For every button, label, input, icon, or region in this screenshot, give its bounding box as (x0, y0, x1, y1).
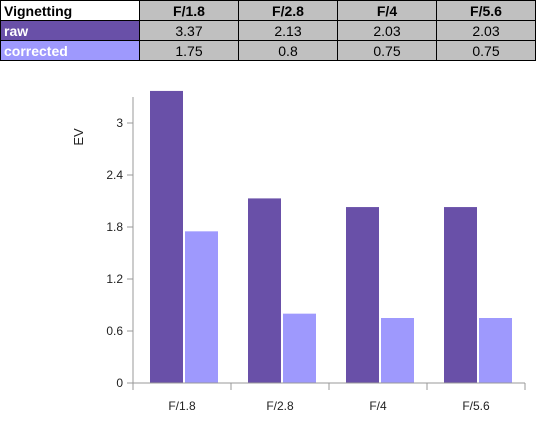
x-tick-label: F/1.8 (168, 399, 196, 413)
bar-raw[interactable] (150, 90, 183, 383)
y-tick-label: 1.2 (106, 272, 123, 286)
table-cell[interactable]: 1.75 (139, 40, 239, 61)
bar-raw[interactable] (444, 207, 477, 383)
bar-raw[interactable] (248, 198, 281, 383)
data-table: Vignetting F/1.8 F/2.8 F/4 F/5.6 raw 3.3… (0, 0, 536, 61)
table-row-corrected: corrected 1.75 0.8 0.75 0.75 (0, 40, 536, 61)
bar-raw[interactable] (346, 207, 379, 383)
column-header[interactable]: F/5.6 (436, 0, 536, 21)
table-cell[interactable]: 3.37 (139, 20, 239, 41)
x-tick-label: F/4 (369, 399, 387, 413)
table-cell[interactable]: 0.75 (436, 40, 536, 61)
column-header[interactable]: F/1.8 (139, 0, 239, 21)
bar-corrected[interactable] (283, 313, 316, 383)
x-axis: F/1.8 F/2.8 F/4 F/5.6 (132, 382, 526, 413)
column-header[interactable]: F/2.8 (238, 0, 338, 21)
table-corner-label[interactable]: Vignetting (0, 0, 140, 21)
bar-corrected[interactable] (185, 231, 218, 383)
bar-corrected[interactable] (381, 318, 414, 383)
y-tick-label: 2.4 (106, 168, 123, 182)
y-tick-label: 1.8 (106, 220, 123, 234)
y-tick-label: 3 (116, 116, 123, 130)
row-label-corrected[interactable]: corrected (0, 40, 140, 61)
y-tick-label: 0 (116, 376, 123, 390)
table-cell[interactable]: 0.8 (238, 40, 338, 61)
table-cell[interactable]: 2.03 (337, 20, 437, 41)
bars (150, 90, 512, 383)
y-axis-title: EV (71, 128, 86, 146)
y-axis: 0 0.6 1.2 1.8 2.4 3 (106, 97, 134, 390)
y-tick-label: 0.6 (106, 324, 123, 338)
bar-corrected[interactable] (479, 318, 512, 383)
table-cell[interactable]: 0.75 (337, 40, 437, 61)
x-tick-label: F/2.8 (266, 399, 294, 413)
row-label-raw[interactable]: raw (0, 20, 140, 41)
table-header-row: Vignetting F/1.8 F/2.8 F/4 F/5.6 (0, 0, 536, 21)
x-tick-label: F/5.6 (462, 399, 490, 413)
